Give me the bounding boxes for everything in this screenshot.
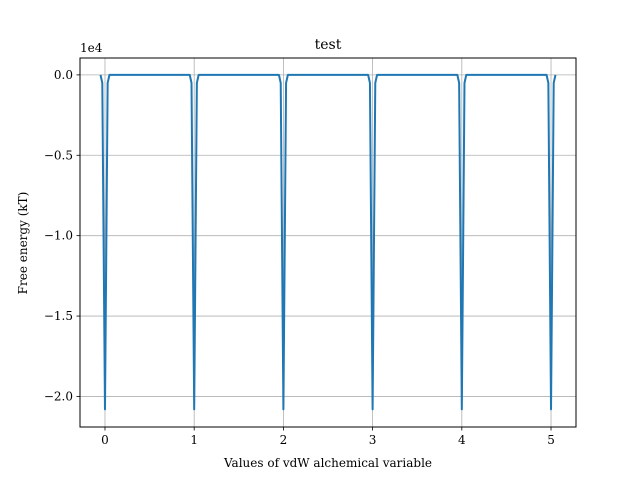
grid [80, 58, 576, 427]
y-tick-label: −0.5 [44, 148, 73, 162]
plot-frame [79, 57, 577, 428]
y-tick-label: −1.0 [44, 229, 73, 243]
chart-title: test [315, 37, 342, 53]
y-tick-label: 0.0 [54, 68, 73, 82]
y-axis-label: Free energy (kT) [16, 192, 30, 295]
y-axis: 0.0 −0.5 −1.0 −1.5 −2.0 [44, 68, 80, 403]
x-tick-label: 5 [547, 433, 555, 447]
series-line [99, 73, 557, 411]
x-tick-label: 3 [369, 433, 377, 447]
y-tick-label: −2.0 [44, 389, 73, 403]
x-axis-label: Values of vdW alchemical variable [223, 456, 432, 470]
y-offset-label: 1e4 [80, 41, 103, 55]
x-tick-label: 4 [458, 433, 466, 447]
x-tick-label: 0 [101, 433, 109, 447]
x-tick-label: 2 [280, 433, 288, 447]
series-lines [99, 73, 557, 411]
y-tick-label: −1.5 [44, 309, 73, 323]
x-axis: 0 1 2 3 4 5 [101, 427, 555, 447]
x-tick-label: 1 [190, 433, 198, 447]
